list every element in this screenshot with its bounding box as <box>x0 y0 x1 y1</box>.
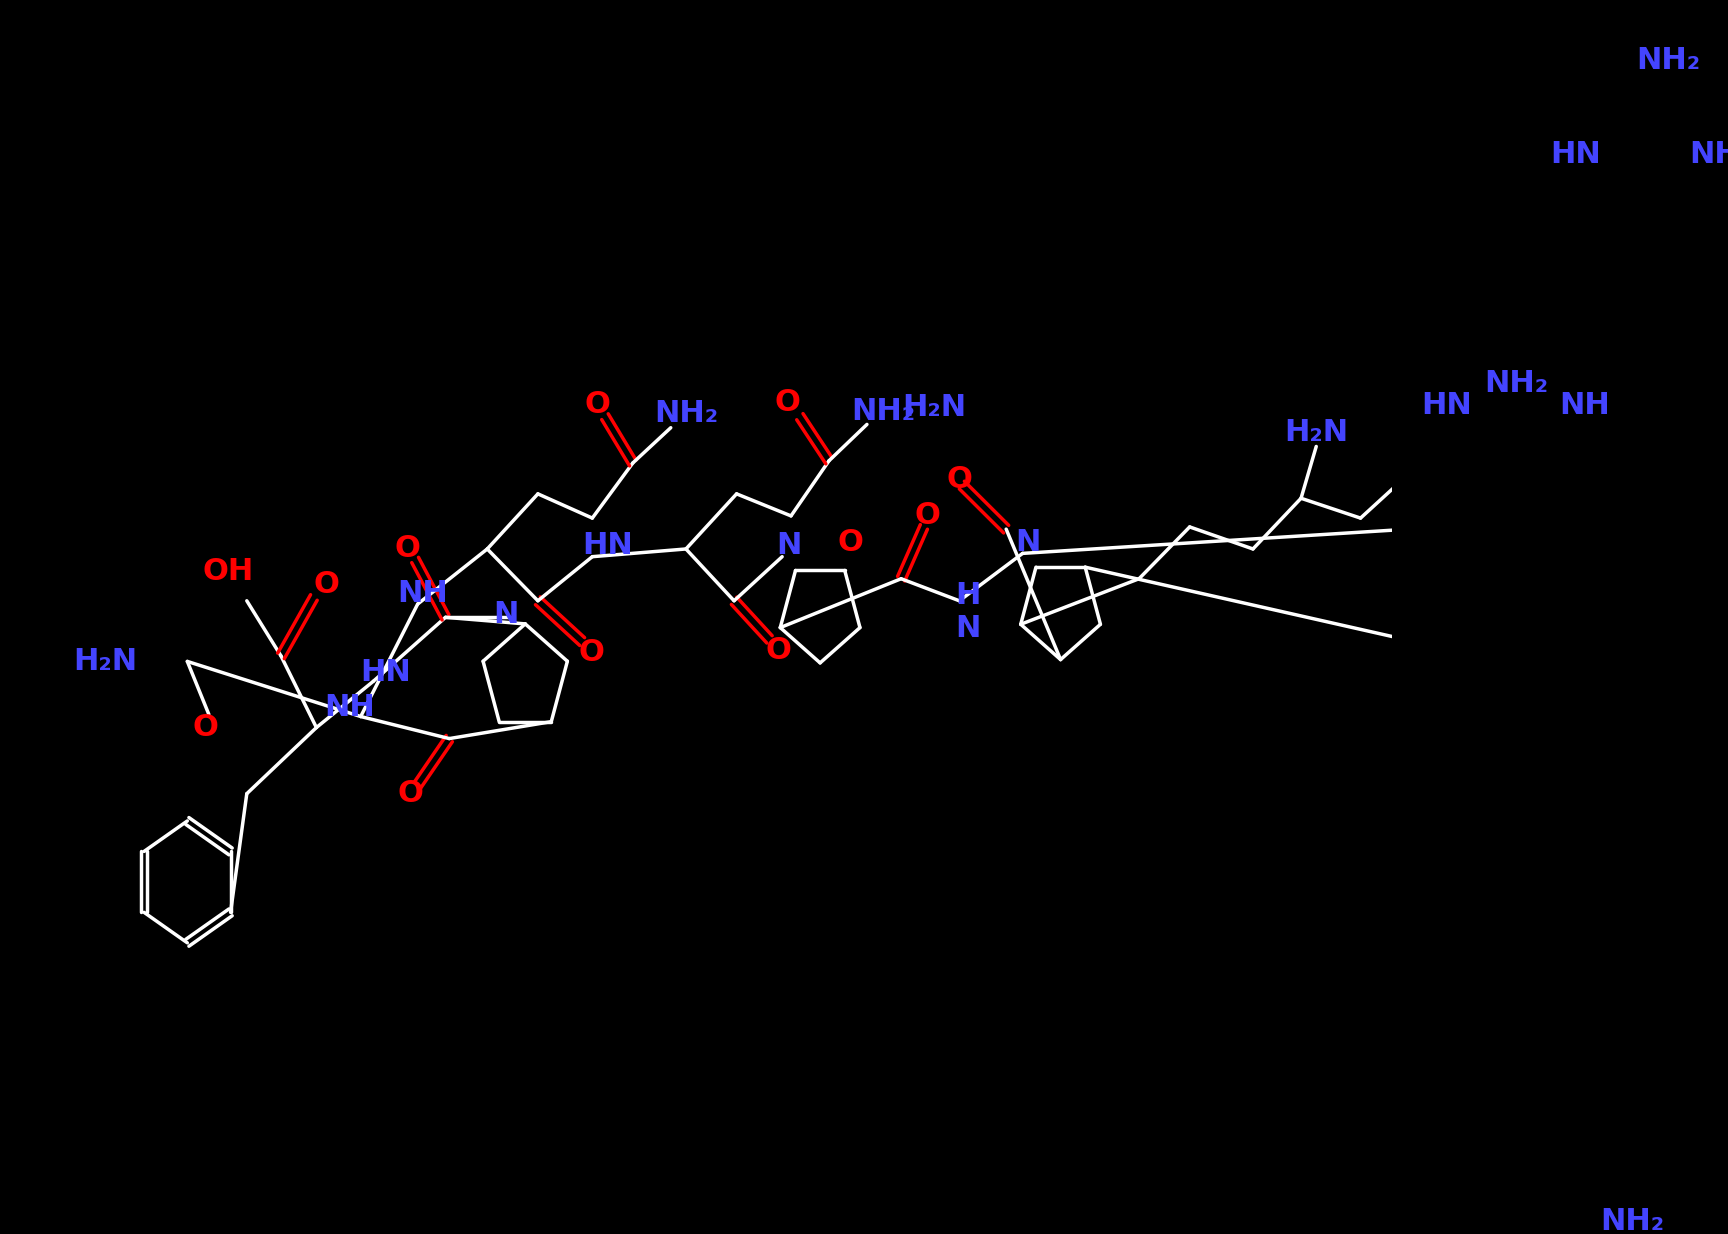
Text: NH₂: NH₂ <box>1600 1207 1664 1234</box>
Text: NH: NH <box>397 579 448 607</box>
Text: NH₂: NH₂ <box>1636 46 1700 75</box>
Text: O: O <box>313 570 339 598</box>
Text: O: O <box>774 387 800 417</box>
Text: O: O <box>766 636 791 665</box>
Text: N: N <box>776 531 802 560</box>
Text: NH₂: NH₂ <box>653 399 719 428</box>
Text: HN: HN <box>361 658 411 687</box>
Text: H₂N: H₂N <box>73 647 137 676</box>
Text: O: O <box>394 534 420 564</box>
Text: O: O <box>584 390 610 420</box>
Text: HN: HN <box>1420 391 1472 420</box>
Text: NH: NH <box>1690 139 1728 169</box>
Text: NH₂: NH₂ <box>1484 369 1548 399</box>
Text: NH₂: NH₂ <box>852 396 916 426</box>
Text: NH: NH <box>323 694 375 722</box>
Text: O: O <box>397 779 423 808</box>
Text: N: N <box>1014 528 1040 557</box>
Text: O: O <box>838 528 864 557</box>
Text: H₂N: H₂N <box>1284 417 1348 447</box>
Text: O: O <box>579 638 605 668</box>
Text: HN: HN <box>1550 139 1602 169</box>
Text: HN: HN <box>582 531 632 560</box>
Text: O: O <box>192 713 218 742</box>
Text: OH: OH <box>202 557 254 585</box>
Text: N: N <box>494 600 518 628</box>
Text: H
N: H N <box>956 580 982 643</box>
Text: H₂N: H₂N <box>902 394 966 422</box>
Text: O: O <box>947 465 973 494</box>
Text: NH: NH <box>1559 391 1610 420</box>
Text: O: O <box>914 501 940 531</box>
